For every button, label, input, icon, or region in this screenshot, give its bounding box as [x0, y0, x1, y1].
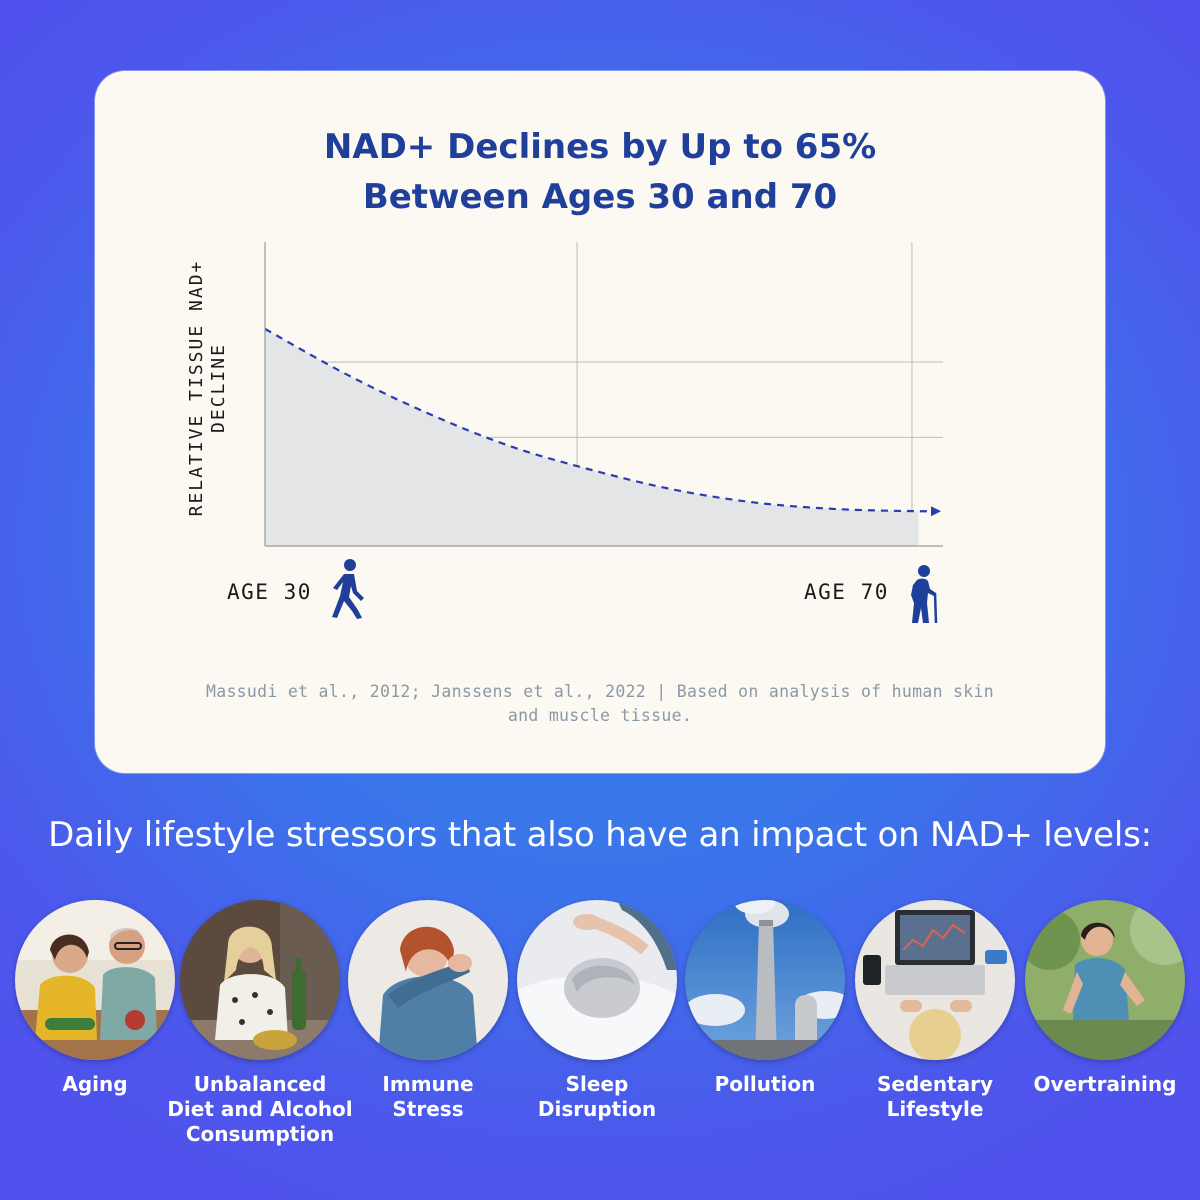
stressor-label-aging: Aging — [62, 1072, 128, 1096]
chart-source-note: Massudi et al., 2012; Janssens et al., 2… — [205, 682, 994, 725]
pollution-photo — [685, 900, 845, 1060]
y-axis-label-line-1: RELATIVE TISSUE NAD+ — [186, 259, 207, 517]
aging-couple-photo — [15, 900, 175, 1060]
chart-title-line-2: Between Ages 30 and 70 — [362, 177, 838, 217]
sleep-disruption-photo — [517, 900, 677, 1060]
stressors-headline: Daily lifestyle stressors that also have… — [48, 815, 1152, 855]
sedentary-lifestyle-photo — [855, 900, 1015, 1060]
y-axis-label: RELATIVE TISSUE NAD+ DECLINE — [186, 238, 230, 538]
stressor-label-overtraining: Overtraining — [1033, 1072, 1177, 1096]
elderly-person-with-cane-icon — [911, 565, 938, 624]
y-axis-label-line-2: DECLINE — [208, 343, 229, 433]
chart-series-line — [264, 327, 941, 517]
chart-title-line-1: NAD+ Declines by Up to 65% — [323, 127, 877, 167]
immune-stress-photo — [348, 900, 508, 1060]
x-label-age-70: AGE 70 — [804, 580, 889, 604]
stressor-label-diet-alcohol: Unbalanced Diet and Alcohol Consumption — [167, 1072, 353, 1146]
chart-card — [95, 71, 1105, 773]
stressor-label-pollution: Pollution — [714, 1072, 816, 1096]
chart-title: NAD+ Declines by Up to 65% Between Ages … — [0, 122, 1200, 222]
stressor-label-sleep-disruption: Sleep Disruption — [537, 1072, 657, 1121]
x-label-age-30: AGE 30 — [227, 580, 312, 604]
overtraining-photo — [1025, 900, 1185, 1060]
diet-alcohol-photo — [180, 900, 340, 1060]
chart-area-fill — [265, 328, 919, 546]
stressor-label-sedentary-lifestyle: Sedentary Lifestyle — [876, 1072, 994, 1121]
stressor-label-immune-stress: Immune Stress — [382, 1072, 474, 1121]
walking-person-icon — [332, 559, 364, 619]
